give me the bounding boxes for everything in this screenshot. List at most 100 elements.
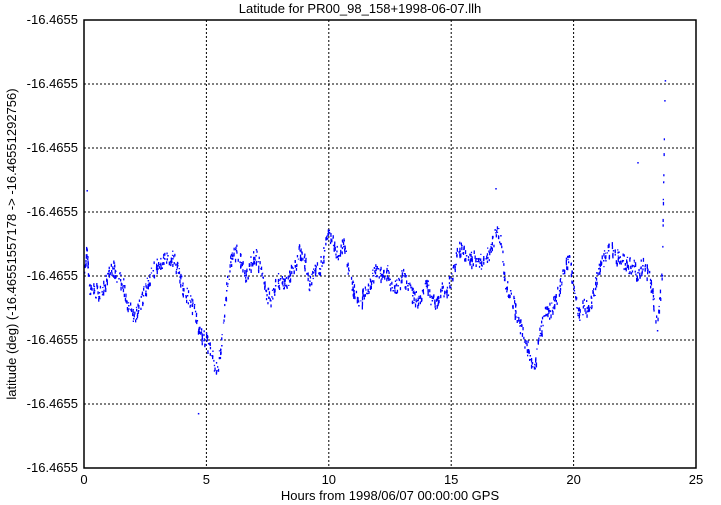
data-point <box>422 292 425 295</box>
data-point <box>103 285 106 287</box>
data-point <box>535 364 538 368</box>
data-point <box>95 297 97 299</box>
data-point <box>480 268 483 270</box>
data-point <box>287 275 289 280</box>
data-point <box>534 367 536 370</box>
data-point <box>290 264 293 269</box>
data-point <box>534 363 536 366</box>
data-point <box>213 370 216 372</box>
data-point <box>310 283 312 286</box>
data-point <box>228 278 230 280</box>
data-point <box>189 299 191 301</box>
data-point <box>626 259 628 264</box>
y-tick-label: -16.4655 <box>27 140 78 155</box>
data-point <box>567 266 569 271</box>
data-point <box>123 293 125 298</box>
data-point <box>622 260 625 262</box>
data-point <box>135 306 138 308</box>
data-point <box>398 278 400 282</box>
data-point <box>190 300 192 304</box>
data-point <box>340 244 342 248</box>
data-point <box>561 284 563 286</box>
data-point <box>351 281 353 285</box>
data-point <box>386 278 388 282</box>
data-point <box>478 260 480 263</box>
data-point <box>463 246 465 250</box>
data-point <box>483 258 485 260</box>
data-point <box>192 302 194 305</box>
data-point <box>367 292 369 295</box>
data-point <box>450 286 452 289</box>
data-point <box>604 257 607 260</box>
data-point <box>230 255 232 259</box>
data-point <box>113 274 115 278</box>
data-point <box>639 272 641 277</box>
data-point <box>470 253 472 258</box>
data-point <box>598 263 600 266</box>
data-point <box>627 265 629 267</box>
data-point <box>401 272 403 277</box>
data-point <box>436 305 438 309</box>
data-point <box>454 266 456 270</box>
data-point <box>123 278 125 281</box>
data-point <box>354 296 356 300</box>
data-point <box>245 273 247 275</box>
data-point <box>306 272 308 275</box>
data-point <box>87 273 90 277</box>
data-point <box>361 305 363 310</box>
data-point <box>150 272 153 274</box>
data-point <box>389 284 391 286</box>
data-point <box>286 284 288 288</box>
data-point <box>536 348 538 350</box>
data-point <box>347 262 349 267</box>
data-point <box>434 299 436 302</box>
data-point <box>483 262 485 265</box>
data-point <box>621 259 624 263</box>
data-point <box>623 268 625 271</box>
data-point <box>240 254 242 256</box>
data-point <box>335 256 337 259</box>
data-point <box>370 285 372 290</box>
data-point <box>149 274 151 276</box>
data-point <box>114 276 116 279</box>
data-point <box>182 293 184 298</box>
data-point <box>268 296 270 299</box>
data-point <box>429 289 431 293</box>
data-point <box>258 256 260 260</box>
data-point <box>128 308 130 310</box>
data-point <box>86 248 88 252</box>
data-point <box>591 297 593 299</box>
data-point <box>598 268 600 270</box>
data-point <box>177 262 179 264</box>
data-point <box>494 229 496 231</box>
data-point <box>120 286 122 291</box>
data-point <box>486 253 489 256</box>
data-point <box>173 262 175 265</box>
data-point <box>400 280 402 284</box>
data-point <box>309 280 311 283</box>
data-point <box>642 257 645 262</box>
data-point <box>480 262 483 267</box>
data-point <box>232 254 234 258</box>
data-point <box>253 262 256 265</box>
data-point <box>521 324 523 327</box>
data-point <box>230 261 232 264</box>
data-point <box>635 273 637 276</box>
data-point <box>123 285 125 287</box>
data-point <box>297 258 300 260</box>
data-point <box>425 280 427 285</box>
data-point <box>376 266 378 270</box>
data-point <box>235 250 238 252</box>
data-point <box>140 307 142 310</box>
data-point <box>380 274 382 276</box>
data-point <box>132 309 134 311</box>
data-point <box>240 263 242 268</box>
data-point <box>529 358 531 361</box>
data-point <box>600 264 602 266</box>
data-point <box>187 302 189 305</box>
data-point <box>617 255 619 257</box>
data-point <box>401 276 403 278</box>
data-point <box>375 267 377 272</box>
data-point <box>339 253 342 257</box>
data-point <box>629 271 631 275</box>
